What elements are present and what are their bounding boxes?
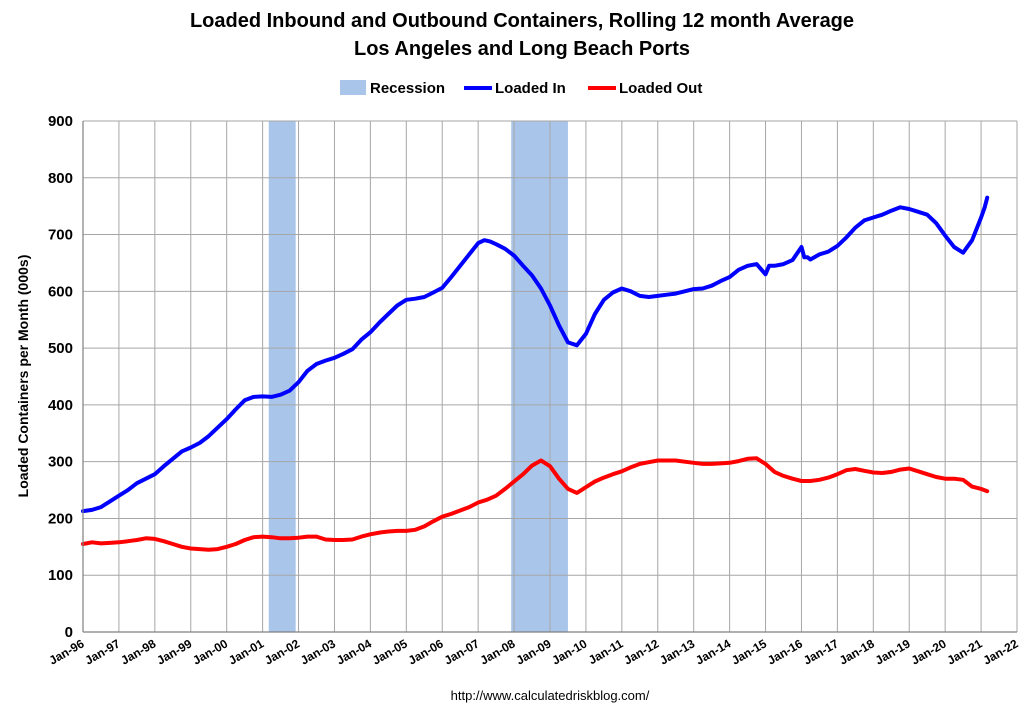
x-tick-label: Jan-11 xyxy=(586,636,626,667)
x-tick-label: Jan-15 xyxy=(729,636,769,667)
x-tick-label: Jan-06 xyxy=(406,636,446,667)
y-tick-label: 100 xyxy=(48,567,73,584)
y-tick-label: 800 xyxy=(48,170,73,187)
x-tick-label: Jan-98 xyxy=(118,636,158,667)
x-tick-label: Jan-19 xyxy=(873,636,913,667)
y-tick-label: 400 xyxy=(48,397,73,414)
x-tick-label: Jan-21 xyxy=(945,636,985,667)
legend-loaded-out-label: Loaded Out xyxy=(619,80,702,97)
legend: Recession Loaded In Loaded Out xyxy=(340,80,702,97)
loaded-in-line xyxy=(81,195,990,514)
x-tick-label: Jan-17 xyxy=(801,636,841,667)
axes xyxy=(82,121,1017,633)
x-tick-label: Jan-07 xyxy=(442,636,482,667)
x-tick-label: Jan-10 xyxy=(549,636,589,667)
x-tick-label: Jan-08 xyxy=(478,636,518,667)
series-lines xyxy=(81,195,990,552)
legend-recession-label: Recession xyxy=(370,80,445,97)
chart-subtitle: Los Angeles and Long Beach Ports xyxy=(354,38,690,60)
x-tick-label: Jan-20 xyxy=(909,636,949,667)
x-tick-label: Jan-04 xyxy=(334,636,374,667)
y-tick-labels: 0 100 200 300 400 500 600 700 800 900 xyxy=(48,113,73,641)
x-tick-label: Jan-13 xyxy=(657,636,697,667)
y-tick-label: 300 xyxy=(48,454,73,471)
y-tick-label: 900 xyxy=(48,113,73,130)
x-tick-label: Jan-12 xyxy=(621,636,661,667)
x-tick-label: Jan-97 xyxy=(82,636,122,667)
x-tick-label: Jan-02 xyxy=(262,636,302,667)
legend-recession-swatch xyxy=(340,80,366,95)
y-tick-label: 500 xyxy=(48,340,73,357)
x-tick-label: Jan-96 xyxy=(47,636,87,667)
source-url: http://www.calculatedriskblog.com/ xyxy=(451,688,650,703)
recession-band-2 xyxy=(511,121,568,632)
recession-band-1 xyxy=(268,121,296,632)
x-tick-label: Jan-05 xyxy=(370,636,410,667)
x-tick-label: Jan-03 xyxy=(298,636,338,667)
x-tick-label: Jan-01 xyxy=(226,636,266,667)
legend-loaded-in-label: Loaded In xyxy=(495,80,566,97)
loaded-out-line xyxy=(81,456,990,552)
x-tick-label: Jan-99 xyxy=(154,636,194,667)
y-axis-label: Loaded Containers per Month (000s) xyxy=(15,255,31,498)
y-tick-label: 600 xyxy=(48,283,73,300)
y-tick-label: 200 xyxy=(48,510,73,527)
x-tick-label: Jan-09 xyxy=(514,636,554,667)
recession-bands xyxy=(268,121,568,632)
grid-lines xyxy=(82,120,1018,633)
x-tick-label: Jan-14 xyxy=(693,636,733,667)
y-tick-label: 700 xyxy=(48,227,73,244)
y-tick-label: 0 xyxy=(65,624,73,641)
x-tick-labels: Jan-96Jan-97Jan-98Jan-99Jan-00Jan-01Jan-… xyxy=(47,636,1021,667)
x-tick-label: Jan-16 xyxy=(765,636,805,667)
x-tick-label: Jan-18 xyxy=(837,636,877,667)
chart-title: Loaded Inbound and Outbound Containers, … xyxy=(190,10,854,32)
x-tick-label: Jan-00 xyxy=(190,636,230,667)
x-tick-label: Jan-22 xyxy=(981,636,1021,667)
